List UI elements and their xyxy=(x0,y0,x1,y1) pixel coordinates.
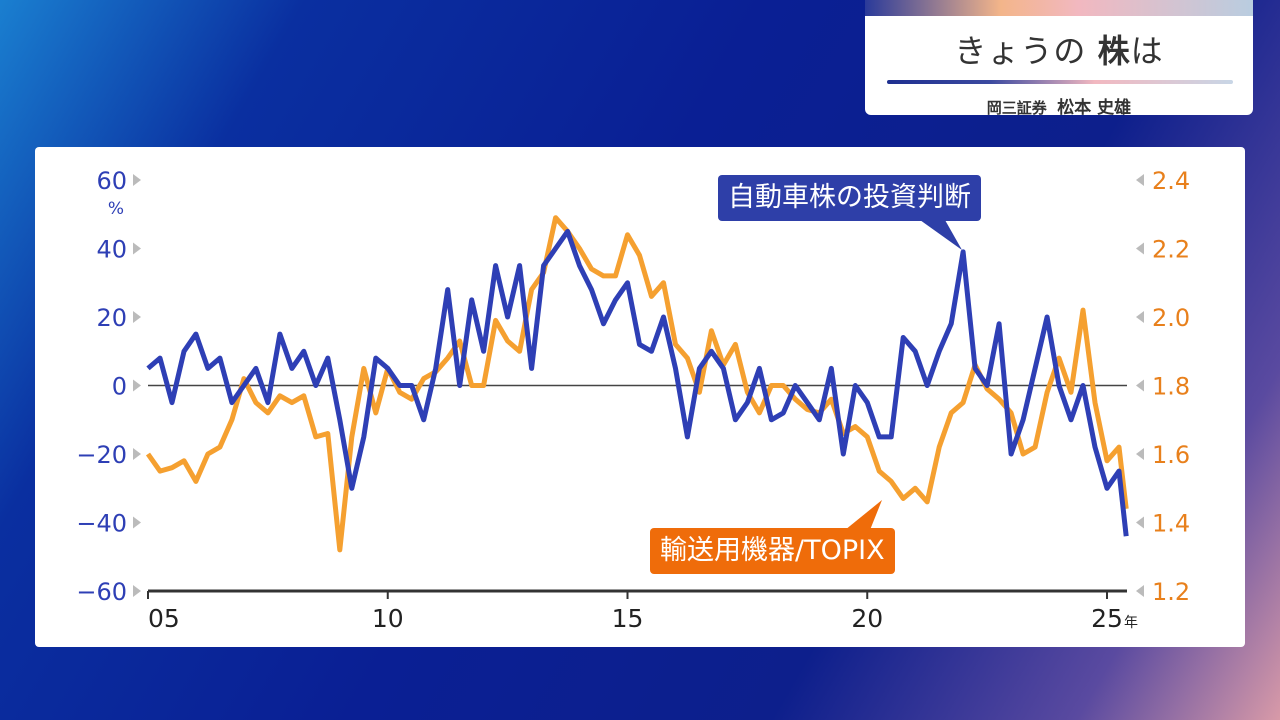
x-axis-unit: 年 xyxy=(1124,615,1138,631)
left-tick-label: −60 xyxy=(76,578,127,606)
right-tick-arrow-icon xyxy=(1136,242,1144,255)
x-tick-label: 15 xyxy=(612,604,644,633)
title-kana: きょうの xyxy=(954,32,1087,70)
annotation-auto-stock-rating: 自動車株の投資判断 xyxy=(718,175,981,221)
right-tick-arrow-icon xyxy=(1136,585,1144,597)
right-tick-arrow-icon xyxy=(1136,311,1144,323)
title-bold: 株 xyxy=(1097,32,1131,70)
left-tick-label: 40 xyxy=(96,236,127,264)
right-tick-label: 1.4 xyxy=(1152,510,1190,538)
left-tick-arrow-icon xyxy=(133,242,141,255)
right-tick-arrow-icon xyxy=(1136,448,1144,460)
x-tick-label: 10 xyxy=(372,604,404,633)
series-line-transport-topix xyxy=(145,215,1129,553)
left-tick-arrow-icon xyxy=(133,585,141,597)
annotation-transport-topix: 輸送用機器/TOPIX xyxy=(650,528,895,574)
title-accent-bar xyxy=(865,0,1253,16)
left-tick-label: −40 xyxy=(76,510,127,538)
right-tick-arrow-icon xyxy=(1136,516,1144,529)
left-tick-arrow-icon xyxy=(133,448,141,460)
left-tick-arrow-icon xyxy=(133,311,141,323)
left-tick-arrow-icon xyxy=(133,174,141,186)
series-line-auto-stock-rating xyxy=(146,228,1129,537)
person-name: 松本 史雄 xyxy=(1057,98,1132,115)
title-end: は xyxy=(1130,32,1164,70)
right-tick-label: 2.2 xyxy=(1152,236,1190,264)
right-tick-label: 1.8 xyxy=(1152,373,1190,401)
left-tick-label: 20 xyxy=(96,304,127,332)
left-tick-arrow-icon xyxy=(133,516,141,529)
left-tick-arrow-icon xyxy=(133,379,141,392)
program-title: きょうの 株は xyxy=(865,26,1253,72)
left-tick-label: 60 xyxy=(96,167,127,195)
right-tick-label: 1.6 xyxy=(1152,441,1190,469)
x-tick-label: 25 xyxy=(1091,604,1123,633)
right-tick-arrow-icon xyxy=(1136,379,1144,392)
x-tick-label: 05 xyxy=(148,604,180,633)
x-tick-label: 20 xyxy=(851,604,883,633)
program-title-card: きょうの 株は 岡三証券 松本 史雄 xyxy=(865,0,1253,115)
left-tick-label: 0 xyxy=(112,373,127,401)
commentator: 岡三証券 松本 史雄 xyxy=(865,93,1253,115)
right-tick-arrow-icon xyxy=(1136,174,1144,186)
right-tick-label: 1.2 xyxy=(1152,578,1190,606)
callout-pointer-blue xyxy=(920,220,962,250)
right-tick-label: 2.4 xyxy=(1152,167,1190,195)
company-name: 岡三証券 xyxy=(986,99,1047,115)
title-divider xyxy=(887,80,1233,84)
left-tick-label: −20 xyxy=(76,441,127,469)
right-tick-label: 2.0 xyxy=(1152,304,1190,332)
left-axis-unit: % xyxy=(108,199,124,219)
callout-pointer-orange xyxy=(845,500,882,530)
